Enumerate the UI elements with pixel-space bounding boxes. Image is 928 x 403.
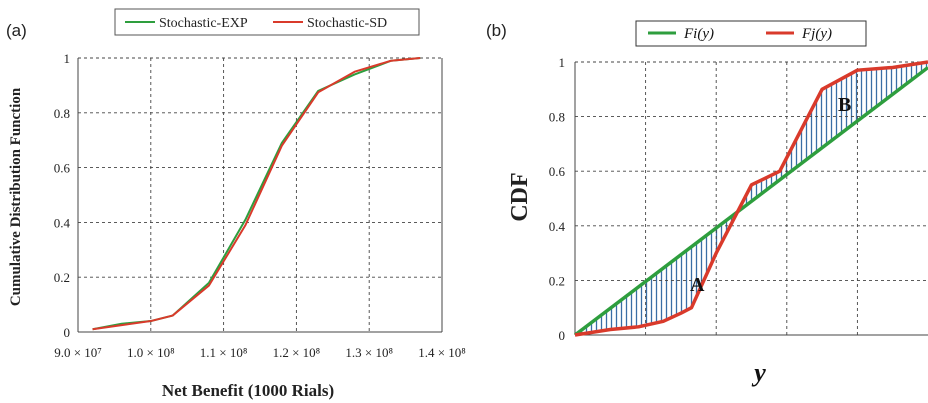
series-line-stochastic-exp bbox=[92, 57, 421, 331]
y-tick-label: 1 bbox=[559, 55, 566, 70]
x-tick-labels: 9.0 × 10⁷ 1.0 × 10⁸ 1.1 × 10⁸ 1.2 × 10⁸ 1.3 … bbox=[54, 345, 466, 360]
series-lines bbox=[92, 57, 421, 331]
y-tick-label: 0.4 bbox=[549, 219, 566, 234]
y-tick-labels: 0 0.2 0.4 0.6 0.8 1 bbox=[54, 51, 71, 340]
region-b-label: B bbox=[838, 94, 851, 116]
y-tick-label: 0.8 bbox=[54, 106, 70, 121]
axes bbox=[77, 58, 443, 333]
legend-box bbox=[114, 8, 420, 36]
legend-label-stochastic-exp: Stochastic-EXP bbox=[159, 16, 248, 31]
series-line-fi-y bbox=[573, 66, 928, 337]
y-axis-title: Cumulative Distribution Function bbox=[8, 87, 24, 306]
y-tick-labels: 0 0.2 0.4 0.6 0.8 1 bbox=[549, 55, 566, 343]
y-tick-label: 0.4 bbox=[54, 215, 71, 230]
y-tick-label: 0.6 bbox=[549, 164, 566, 179]
y-tick-label: 1 bbox=[64, 51, 71, 66]
x-tick-label: 1.0 × 10⁸ bbox=[127, 345, 175, 360]
x-tick-label: 1.3 × 10⁸ bbox=[345, 345, 393, 360]
series-line-fj-y bbox=[574, 60, 928, 337]
chart-panel-a: (a) 0 0.2 0.4 0.6 0.8 1 9.0 × 10⁷ 1.0 × 10⁸ 1.1… bbox=[6, 8, 466, 400]
x-tick-label: 1.2 × 10⁸ bbox=[273, 345, 321, 360]
legend: Fi(y) Fj(y) bbox=[635, 20, 867, 47]
legend: Stochastic-EXP Stochastic-SD bbox=[114, 8, 420, 36]
x-tick-label: 1.1 × 10⁸ bbox=[200, 345, 248, 360]
series-lines bbox=[573, 60, 928, 337]
grid-lines bbox=[78, 57, 442, 332]
x-tick-label: 1.4 × 10⁸ bbox=[418, 345, 466, 360]
y-tick-label: 0.6 bbox=[54, 161, 71, 176]
chart-panel-b: (b) 0 0.2 0.4 0.6 0.8 1 A B y CDF Fi(y) Fj(y) bbox=[486, 20, 928, 387]
y-tick-label: 0.2 bbox=[54, 270, 70, 285]
y-axis-title: CDF bbox=[507, 172, 533, 221]
legend-label-stochastic-sd: Stochastic-SD bbox=[307, 16, 387, 31]
x-axis-title: Net Benefit (1000 Rials) bbox=[162, 381, 334, 400]
x-tick-label: 9.0 × 10⁷ bbox=[54, 345, 102, 360]
x-axis-title: y bbox=[751, 358, 766, 387]
panel-b-label: (b) bbox=[486, 21, 507, 40]
y-tick-label: 0.2 bbox=[549, 273, 565, 288]
series-line-stochastic-sd bbox=[92, 57, 421, 331]
panel-a-label: (a) bbox=[6, 21, 27, 40]
grid-lines bbox=[575, 61, 928, 335]
y-tick-label: 0.8 bbox=[549, 110, 565, 125]
axes bbox=[574, 62, 928, 336]
legend-label-fi: Fi(y) bbox=[683, 26, 714, 42]
legend-label-fj: Fj(y) bbox=[801, 26, 832, 42]
y-tick-label: 0 bbox=[64, 325, 71, 340]
region-a-label: A bbox=[690, 274, 705, 296]
y-tick-label: 0 bbox=[559, 328, 566, 343]
